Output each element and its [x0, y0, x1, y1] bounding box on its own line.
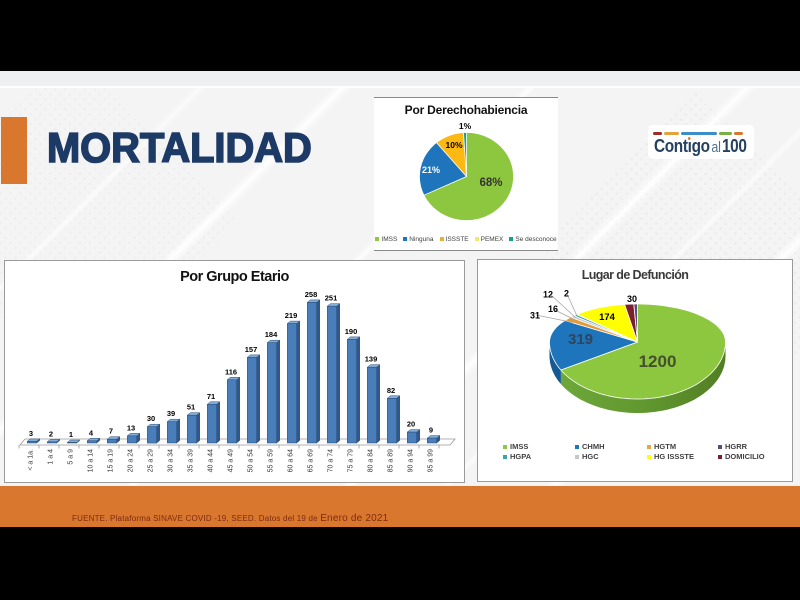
svg-text:1 a 4: 1 a 4: [48, 449, 55, 465]
svg-text:258: 258: [305, 290, 318, 299]
svg-text:68%: 68%: [479, 177, 502, 189]
svg-text:5 a 9: 5 a 9: [68, 449, 75, 465]
svg-text:174: 174: [599, 312, 616, 323]
svg-text:12: 12: [543, 290, 553, 300]
svg-text:219: 219: [285, 311, 298, 320]
svg-text:2: 2: [564, 289, 569, 299]
svg-text:75 a 79: 75 a 79: [348, 449, 355, 472]
svg-text:116: 116: [225, 367, 237, 376]
svg-text:190: 190: [345, 327, 358, 336]
svg-text:71: 71: [207, 392, 215, 401]
svg-text:4: 4: [89, 428, 94, 437]
svg-text:82: 82: [387, 386, 395, 395]
svg-text:21%: 21%: [422, 165, 440, 175]
svg-text:40 a 44: 40 a 44: [208, 449, 215, 472]
svg-text:7: 7: [109, 427, 113, 436]
svg-text:16: 16: [548, 304, 558, 314]
svg-text:95 a 99: 95 a 99: [428, 449, 435, 472]
svg-text:30 a 34: 30 a 34: [168, 449, 175, 472]
svg-text:35 a 39: 35 a 39: [188, 449, 195, 472]
svg-text:251: 251: [325, 294, 338, 303]
svg-text:51: 51: [187, 403, 195, 412]
svg-text:13: 13: [127, 423, 135, 432]
svg-text:184: 184: [265, 330, 278, 339]
svg-text:1%: 1%: [459, 121, 472, 131]
svg-text:3: 3: [29, 429, 33, 438]
svg-text:45 a 49: 45 a 49: [228, 449, 235, 472]
svg-text:85 a 89: 85 a 89: [388, 449, 395, 472]
svg-text:90 a 94: 90 a 94: [408, 449, 415, 472]
svg-text:139: 139: [365, 355, 378, 364]
svg-text:65 a 69: 65 a 69: [308, 449, 315, 472]
svg-text:20: 20: [407, 420, 415, 429]
svg-text:2: 2: [49, 429, 53, 438]
svg-text:60 a 64: 60 a 64: [288, 449, 295, 472]
svg-text:1200: 1200: [639, 352, 677, 371]
svg-text:80 a 84: 80 a 84: [368, 449, 375, 472]
svg-text:319: 319: [568, 331, 593, 348]
svg-text:30: 30: [147, 414, 155, 423]
svg-text:10%: 10%: [445, 140, 462, 150]
svg-text:30: 30: [627, 294, 637, 304]
svg-text:157: 157: [245, 345, 258, 354]
svg-text:15 a 19: 15 a 19: [108, 449, 115, 472]
svg-text:50 a 54: 50 a 54: [248, 449, 255, 472]
svg-text:< a 1a.: < a 1a.: [28, 449, 35, 471]
svg-text:31: 31: [530, 311, 540, 321]
svg-text:1: 1: [69, 430, 73, 439]
svg-text:39: 39: [167, 409, 175, 418]
svg-text:9: 9: [429, 426, 433, 435]
svg-text:70 a 74: 70 a 74: [328, 449, 335, 472]
svg-text:20 a 24: 20 a 24: [128, 449, 135, 472]
svg-text:55 a 59: 55 a 59: [268, 449, 275, 472]
svg-text:10 a 14: 10 a 14: [88, 449, 95, 472]
svg-text:25 a 29: 25 a 29: [148, 449, 155, 472]
